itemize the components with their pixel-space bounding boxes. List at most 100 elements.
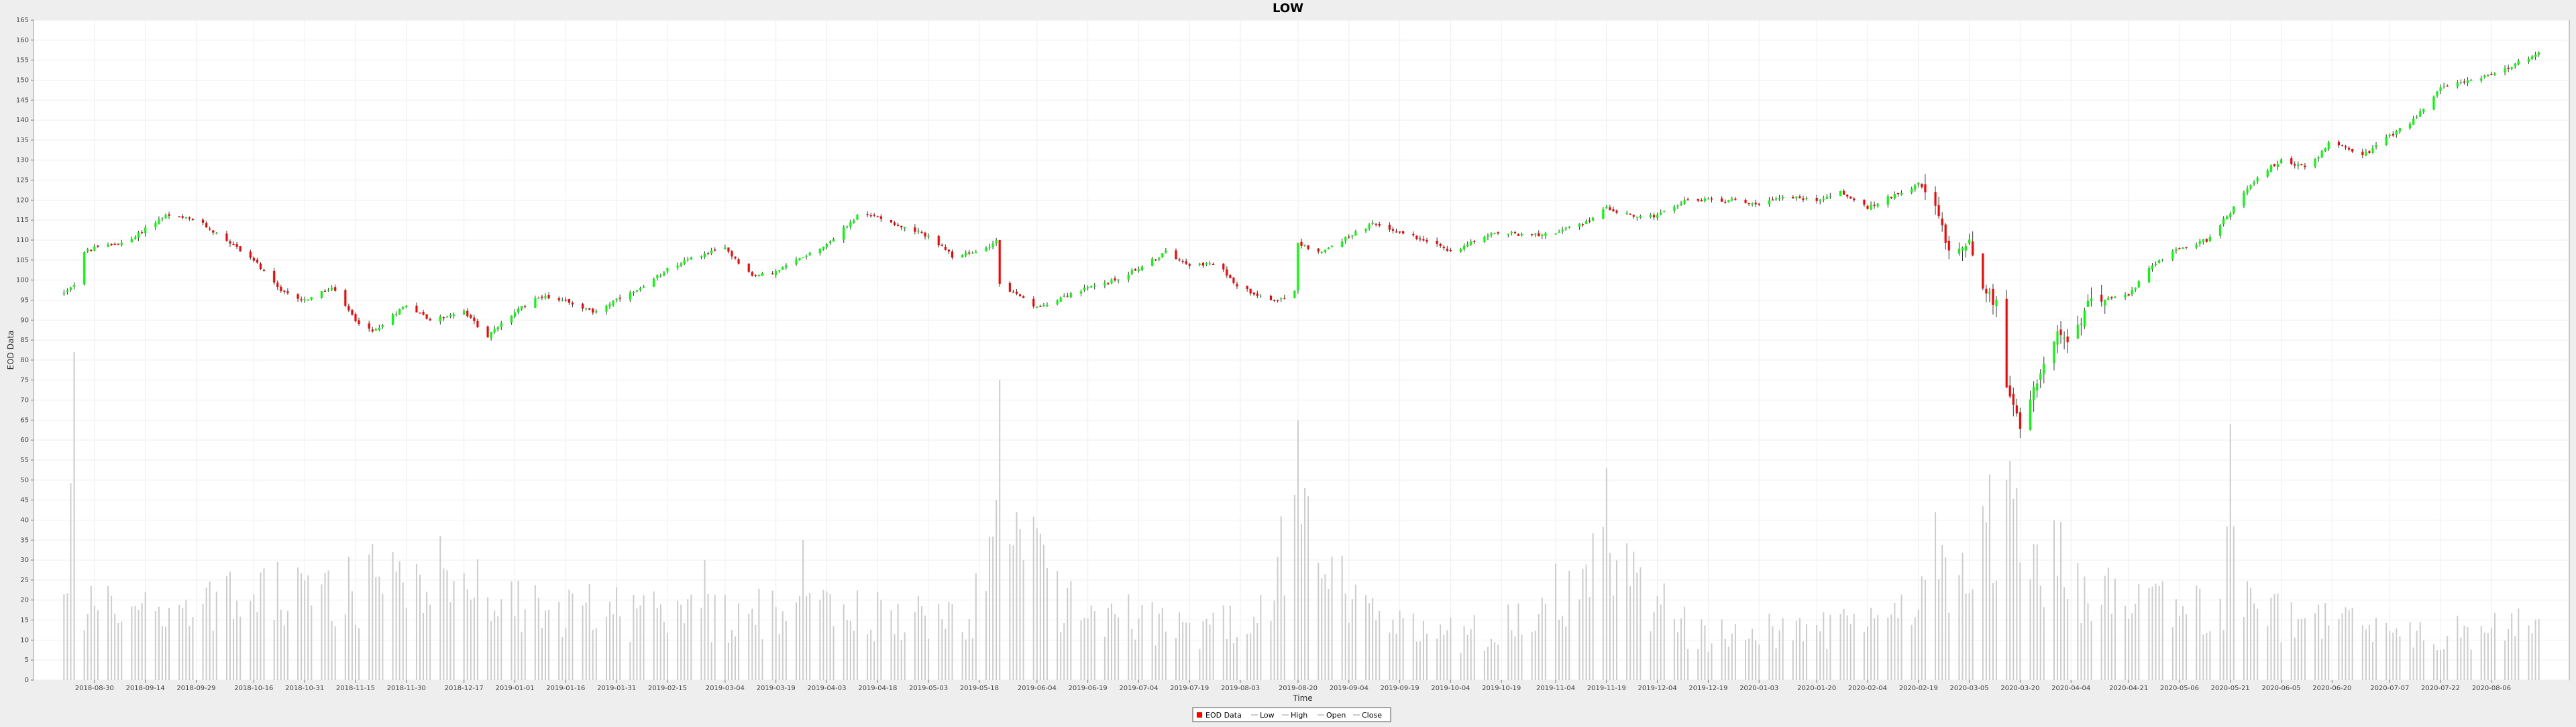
volume-bar [1578, 599, 1580, 680]
x-tick-label: 2019-09-19 [1380, 685, 1419, 692]
x-tick-label: 2019-05-18 [960, 685, 999, 692]
candle-down [1815, 197, 1818, 201]
candle-up [686, 259, 689, 261]
volume-bar [1331, 556, 1333, 680]
volume-bar [131, 606, 133, 680]
volume-bar [755, 624, 757, 680]
volume-bar [2483, 632, 2485, 680]
x-tick-label: 2019-10-19 [1482, 685, 1521, 692]
volume-bar [714, 594, 716, 680]
volume-bar [653, 592, 655, 680]
x-tick-label: 2020-01-03 [1739, 685, 1778, 692]
candle-up [184, 217, 187, 219]
candle-down [358, 320, 360, 324]
candle-down [141, 232, 144, 233]
candle-up [710, 250, 713, 254]
volume-bar [324, 573, 326, 680]
candle-down [2290, 158, 2293, 164]
candle-down [1398, 231, 1401, 233]
volume-bar [490, 621, 492, 680]
volume-bar [1534, 630, 1536, 680]
candle-down [1018, 294, 1022, 296]
volume-bar [2273, 594, 2275, 680]
volume-bar [833, 626, 835, 680]
volume-bar [2487, 632, 2489, 680]
volume-bar [1711, 643, 1713, 680]
candle-up [2327, 142, 2330, 150]
candle-down [1724, 201, 1727, 203]
volume-bar [2280, 642, 2282, 680]
candle-up [1324, 249, 1326, 252]
volume-bar [189, 626, 191, 680]
candle-up [1727, 200, 1730, 203]
volume-bar [1650, 631, 1652, 680]
volume-bar [1544, 604, 1546, 680]
candle-down [1799, 196, 1801, 199]
candle-down [205, 223, 208, 228]
volume-bar [521, 631, 523, 680]
candle-up [1649, 215, 1652, 217]
y-tick-label: 50 [20, 477, 29, 484]
candle-up [378, 327, 380, 331]
candle-up [2229, 213, 2232, 218]
volume-bar [161, 626, 163, 680]
candle-up [782, 266, 784, 270]
candle-down [754, 274, 757, 276]
candle-up [1364, 228, 1367, 231]
volume-bar [1372, 598, 1374, 680]
volume-bar [1039, 533, 1041, 680]
candle-down [1853, 199, 1856, 201]
candle-up [2202, 239, 2204, 242]
volume-bar [1321, 578, 1323, 680]
candle-up [1520, 233, 1523, 235]
volume-bar [1009, 544, 1011, 680]
volume-bar [1565, 626, 1567, 680]
candle-down [2110, 296, 2113, 298]
candle-up [1198, 264, 1201, 265]
candle-up [1893, 194, 1896, 199]
candle-up [1368, 224, 1371, 229]
volume-bar [1067, 588, 1069, 680]
volume-bar [229, 571, 231, 680]
volume-bar [263, 568, 265, 680]
candle-up [995, 239, 998, 244]
volume-bar [1283, 595, 1285, 680]
volume-bar [735, 636, 737, 680]
candle-up [785, 264, 788, 268]
volume-bar [1633, 551, 1635, 680]
candle-down [1896, 192, 1900, 194]
candle-up [1470, 241, 1472, 245]
candle-up [2137, 281, 2140, 288]
candle-down [914, 227, 916, 232]
volume-bar [1199, 649, 1201, 680]
volume-bar [2243, 617, 2245, 680]
candle-down [110, 243, 113, 245]
volume-bar [1399, 610, 1401, 680]
candle-down [2294, 164, 2296, 166]
volume-bar [114, 614, 116, 680]
candle-down [1697, 199, 1699, 201]
volume-bar [1697, 649, 1699, 680]
y-tick-label: 100 [16, 277, 29, 284]
volume-bar [592, 630, 594, 680]
volume-bar [1466, 634, 1468, 680]
candle-down [707, 253, 710, 255]
volume-bar [1328, 589, 1330, 680]
candle-down [1256, 293, 1258, 296]
volume-bar [2033, 544, 2035, 680]
candle-down [571, 302, 574, 304]
candle-down [1890, 197, 1892, 199]
candle-up [778, 270, 781, 272]
volume-bar [517, 580, 519, 680]
volume-bar [368, 554, 370, 680]
candle-up [2371, 148, 2374, 153]
candle-down [937, 235, 940, 245]
candle-down [178, 216, 180, 217]
candle-up [1483, 236, 1486, 243]
candle-up [1130, 270, 1133, 274]
volume-bar [2351, 608, 2353, 680]
volume-bar [1487, 647, 1489, 680]
volume-bar [2436, 650, 2438, 680]
candle-down [90, 249, 93, 251]
volume-bar [616, 587, 618, 680]
